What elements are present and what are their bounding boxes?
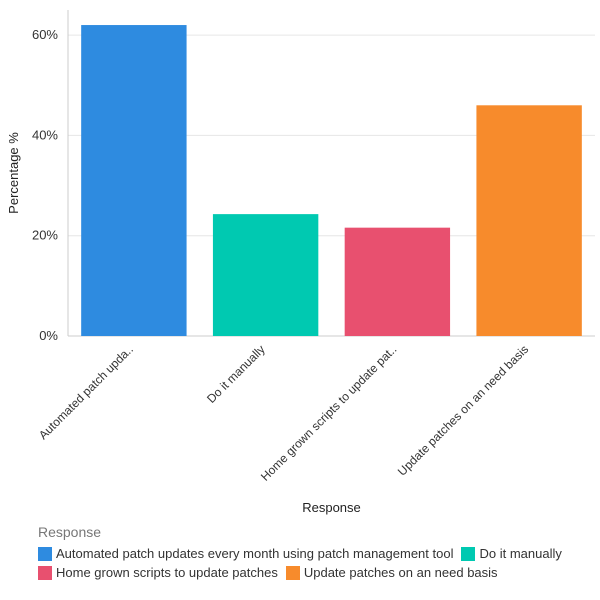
legend-row-2: Home grown scripts to update patches Upd… [38, 565, 594, 580]
legend-title: Response [38, 524, 102, 540]
y-tick-label-40: 40% [32, 127, 58, 142]
legend-swatch-automated [38, 546, 52, 561]
legend-row-1: Automated patch updates every month usin… [38, 546, 594, 561]
bar-0 [81, 25, 187, 337]
y-tick-label-20: 20% [32, 228, 58, 243]
legend-swatch-manual [461, 546, 476, 561]
legend: Response Automated patch updates every m… [38, 524, 594, 584]
x-tick-label-1: Do it manually [204, 342, 268, 406]
legend-item-need-basis[interactable]: Update patches on an need basis [285, 565, 498, 580]
legend-label-manual: Do it manually [479, 546, 562, 561]
legend-item-manual[interactable]: Do it manually [461, 546, 562, 561]
legend-item-scripts[interactable]: Home grown scripts to update patches [38, 565, 278, 580]
y-axis-title: Percentage % [6, 132, 21, 214]
legend-item-automated[interactable]: Automated patch updates every month usin… [38, 546, 453, 561]
y-tick-label-60: 60% [32, 27, 58, 42]
x-tick-label-0: Automated patch upda.. [36, 342, 136, 442]
bar-2 [344, 227, 451, 336]
legend-label-automated: Automated patch updates every month usin… [56, 546, 454, 561]
bar-1 [212, 214, 319, 336]
x-axis-title: Response [302, 500, 361, 515]
bar-3 [476, 105, 582, 337]
x-tick-label-2: Home grown scripts to update pat.. [258, 342, 399, 483]
legend-label-scripts: Home grown scripts to update patches [56, 565, 278, 580]
legend-label-need-basis: Update patches on an need basis [303, 565, 498, 580]
legend-swatch-need-basis [285, 565, 300, 580]
legend-swatch-scripts [38, 565, 52, 580]
x-tick-label-3: Update patches on an need basis [395, 342, 531, 478]
y-tick-label-0: 0% [39, 328, 58, 343]
